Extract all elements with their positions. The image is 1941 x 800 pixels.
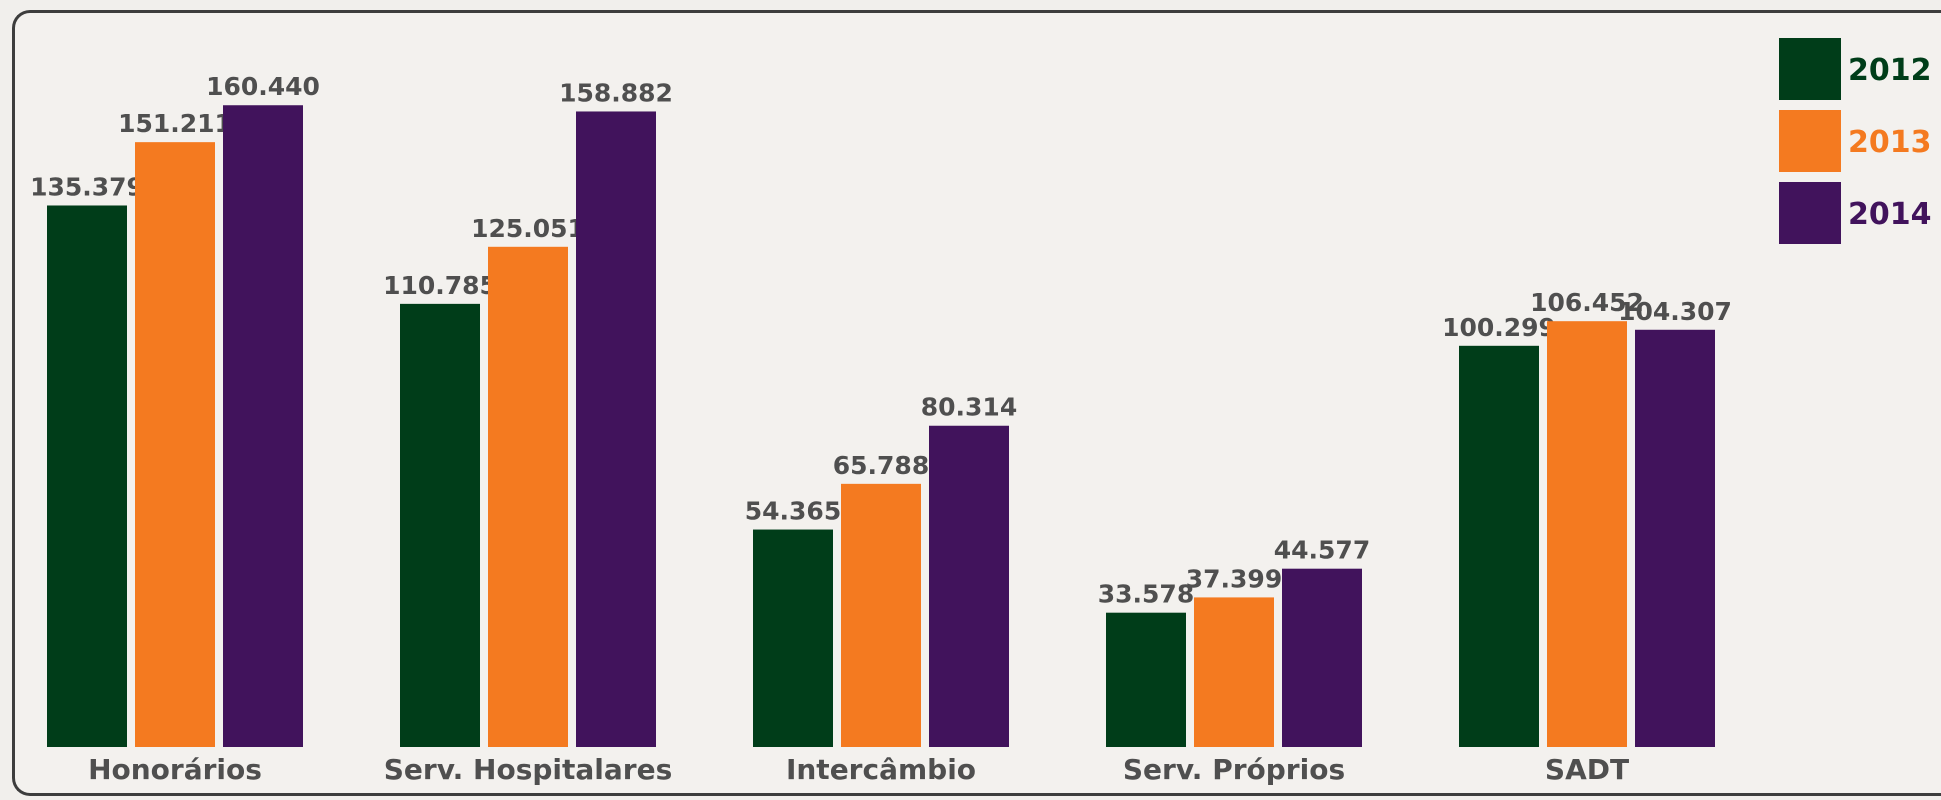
bar-2013-2 [841, 483, 921, 747]
data-label-2012-1: 110.785 [383, 271, 497, 300]
bar-2012-3 [1106, 612, 1186, 747]
category-label-2: Intercâmbio [786, 753, 976, 786]
bar-2014-4 [1635, 329, 1715, 747]
bar-2012-2 [753, 529, 833, 747]
bar-2014-0 [223, 105, 303, 748]
bar-2012-0 [47, 205, 127, 747]
data-label-2013-0: 151.211 [118, 109, 232, 138]
legend-swatch-2014 [1779, 182, 1841, 244]
data-label-2012-4: 100.299 [1442, 313, 1556, 342]
bar-2013-0 [135, 142, 215, 747]
data-label-2012-2: 54.365 [745, 497, 841, 526]
data-label-2014-1: 158.882 [559, 78, 673, 107]
bar-2012-4 [1459, 345, 1539, 747]
bar-2014-3 [1282, 568, 1362, 747]
legend-label-2013: 2013 [1848, 125, 1932, 160]
legend-label-2014: 2014 [1848, 197, 1932, 232]
category-label-0: Honorários [88, 753, 262, 786]
data-label-2013-3: 37.399 [1186, 564, 1282, 593]
data-label-2012-3: 33.578 [1098, 580, 1194, 609]
data-label-2014-2: 80.314 [921, 393, 1017, 422]
data-label-2013-2: 65.788 [833, 451, 929, 480]
legend-label-2012: 2012 [1848, 53, 1932, 88]
bar-2013-4 [1547, 321, 1627, 747]
data-label-2012-0: 135.379 [30, 172, 144, 201]
legend-swatch-2012 [1779, 38, 1841, 100]
data-label-2013-4: 106.452 [1530, 288, 1644, 317]
data-label-2014-3: 44.577 [1274, 536, 1370, 565]
category-label-4: SADT [1545, 753, 1629, 786]
category-label-1: Serv. Hospitalares [384, 753, 673, 786]
bar-2013-1 [488, 246, 568, 747]
data-label-2014-4: 104.307 [1618, 297, 1732, 326]
bar-2013-3 [1194, 597, 1274, 747]
category-label-3: Serv. Próprios [1123, 753, 1345, 786]
bar-2014-2 [929, 425, 1009, 747]
bar-2014-1 [576, 111, 656, 748]
data-label-2014-0: 160.440 [206, 72, 320, 101]
legend-swatch-2013 [1779, 110, 1841, 172]
data-label-2013-1: 125.051 [471, 214, 585, 243]
bar-2012-1 [400, 303, 480, 747]
